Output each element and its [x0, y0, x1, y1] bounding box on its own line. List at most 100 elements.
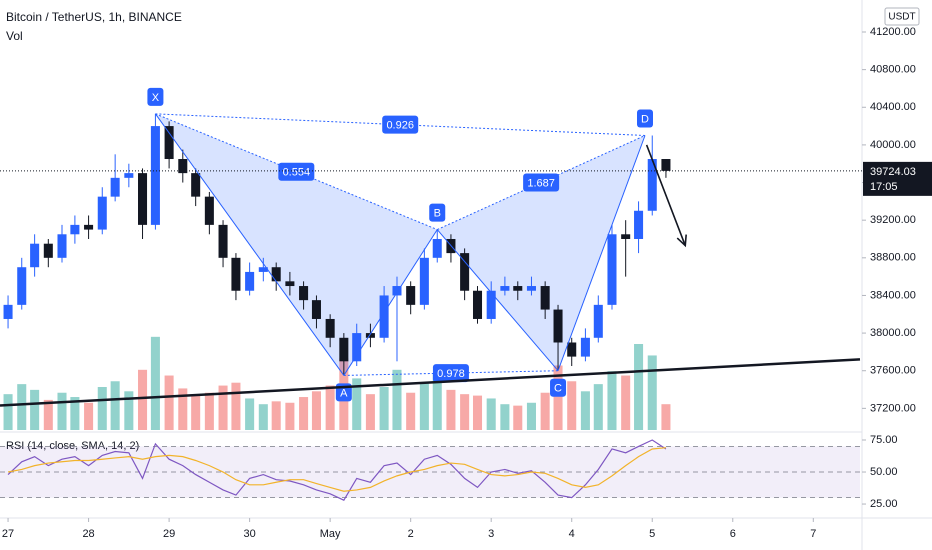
volume-bar — [526, 402, 536, 430]
volume-bar — [593, 384, 603, 430]
candle-body — [245, 271, 255, 291]
y-tick-label: 50.00 — [870, 466, 898, 478]
candle-body — [647, 159, 657, 211]
candle-body — [513, 286, 523, 291]
point-box — [147, 87, 164, 106]
volume-bar — [540, 392, 550, 430]
candle-body — [17, 267, 27, 305]
candle-body — [661, 159, 671, 171]
candle-body — [204, 196, 214, 225]
volume-bar — [607, 371, 617, 430]
candle-body — [634, 210, 644, 239]
time-left: 17:05 — [870, 181, 898, 193]
candle-body — [138, 173, 148, 225]
volume-bar — [43, 399, 53, 430]
volume-bar — [258, 404, 268, 430]
candle-body — [70, 224, 80, 235]
x-tick-label: 2 — [408, 528, 414, 540]
point-label: D — [641, 113, 649, 125]
candle-body — [110, 177, 120, 197]
point-box — [637, 109, 653, 128]
volume-bar — [500, 404, 510, 430]
volume-bar — [325, 385, 335, 430]
volume-bar — [84, 402, 94, 430]
y-tick-label: 40000.00 — [870, 139, 916, 151]
volume-bar — [191, 395, 201, 430]
candle-body — [150, 126, 160, 225]
candle-body — [352, 333, 362, 362]
candle-body — [218, 224, 228, 258]
volume-bar — [17, 384, 27, 430]
candle-body — [567, 342, 577, 357]
volume-bar — [392, 369, 402, 430]
candle-body — [621, 234, 631, 239]
rsi-title: RSI (14, close, SMA, 14, 2) — [6, 440, 139, 452]
point-label: B — [434, 207, 441, 219]
volume-bar — [124, 391, 134, 430]
arrow-head — [676, 234, 687, 248]
point-box — [429, 203, 446, 222]
pattern-leg — [155, 113, 345, 376]
candle-body — [607, 234, 617, 305]
ratio-box — [382, 115, 419, 134]
candle-body — [191, 173, 201, 197]
candle-body — [164, 126, 174, 160]
candle-body — [365, 333, 375, 338]
ratio-label: 0.978 — [437, 368, 465, 380]
rsi-line — [7, 447, 666, 492]
candle-body — [57, 234, 67, 258]
volume-label: Vol — [6, 29, 23, 43]
candle-body — [299, 286, 309, 301]
pattern-leg — [436, 229, 559, 372]
volume-bar — [178, 388, 188, 430]
last-price-label: 39724.03 — [870, 166, 916, 178]
volume-bar — [419, 382, 429, 430]
volume-bar — [621, 375, 631, 430]
volume-bar — [553, 365, 563, 430]
candle-body — [540, 286, 550, 310]
candle-body — [486, 290, 496, 319]
currency-box[interactable] — [884, 7, 920, 26]
candle-body — [472, 290, 483, 319]
volume-bar — [231, 382, 241, 430]
y-tick-label: 37200.00 — [870, 402, 916, 414]
candle-body — [97, 196, 107, 230]
volume-bar — [446, 389, 456, 430]
candle-body — [84, 224, 94, 230]
volume-bar — [661, 404, 671, 430]
volume-bar — [365, 394, 375, 430]
candle-body — [500, 286, 510, 291]
x-tick-label: 6 — [730, 528, 736, 540]
volume-bar — [472, 395, 483, 430]
volume-bar — [57, 392, 67, 430]
volume-bar — [164, 375, 174, 430]
x-tick-label: 27 — [2, 528, 14, 540]
x-tick-label: 7 — [810, 528, 816, 540]
candle-body — [432, 238, 442, 258]
volume-bar — [110, 381, 120, 430]
currency: USDT — [888, 12, 915, 23]
ratio-label: 0.554 — [283, 167, 311, 179]
ratio-box — [523, 173, 560, 192]
candle-body — [553, 309, 563, 343]
y-tick-label: 40800.00 — [870, 64, 916, 76]
candle-body — [339, 337, 349, 362]
volume-bar — [379, 387, 389, 430]
last-price-box — [863, 161, 932, 196]
candle-body — [231, 257, 241, 291]
rsi-line — [7, 439, 667, 501]
volume-bar — [150, 336, 160, 430]
trendline — [0, 358, 861, 407]
volume-bar — [311, 391, 321, 430]
point-label: A — [340, 387, 348, 399]
volume-bar — [513, 405, 523, 430]
y-tick-label: 37600.00 — [870, 365, 916, 377]
volume-bar — [97, 387, 107, 430]
candle-body — [526, 286, 536, 291]
x-tick-label: 30 — [244, 528, 256, 540]
x-tick-label: 28 — [82, 528, 94, 540]
volume-bar — [285, 402, 295, 430]
candle-body — [379, 295, 389, 338]
volume-bar — [486, 398, 496, 430]
candle-body — [325, 318, 335, 338]
